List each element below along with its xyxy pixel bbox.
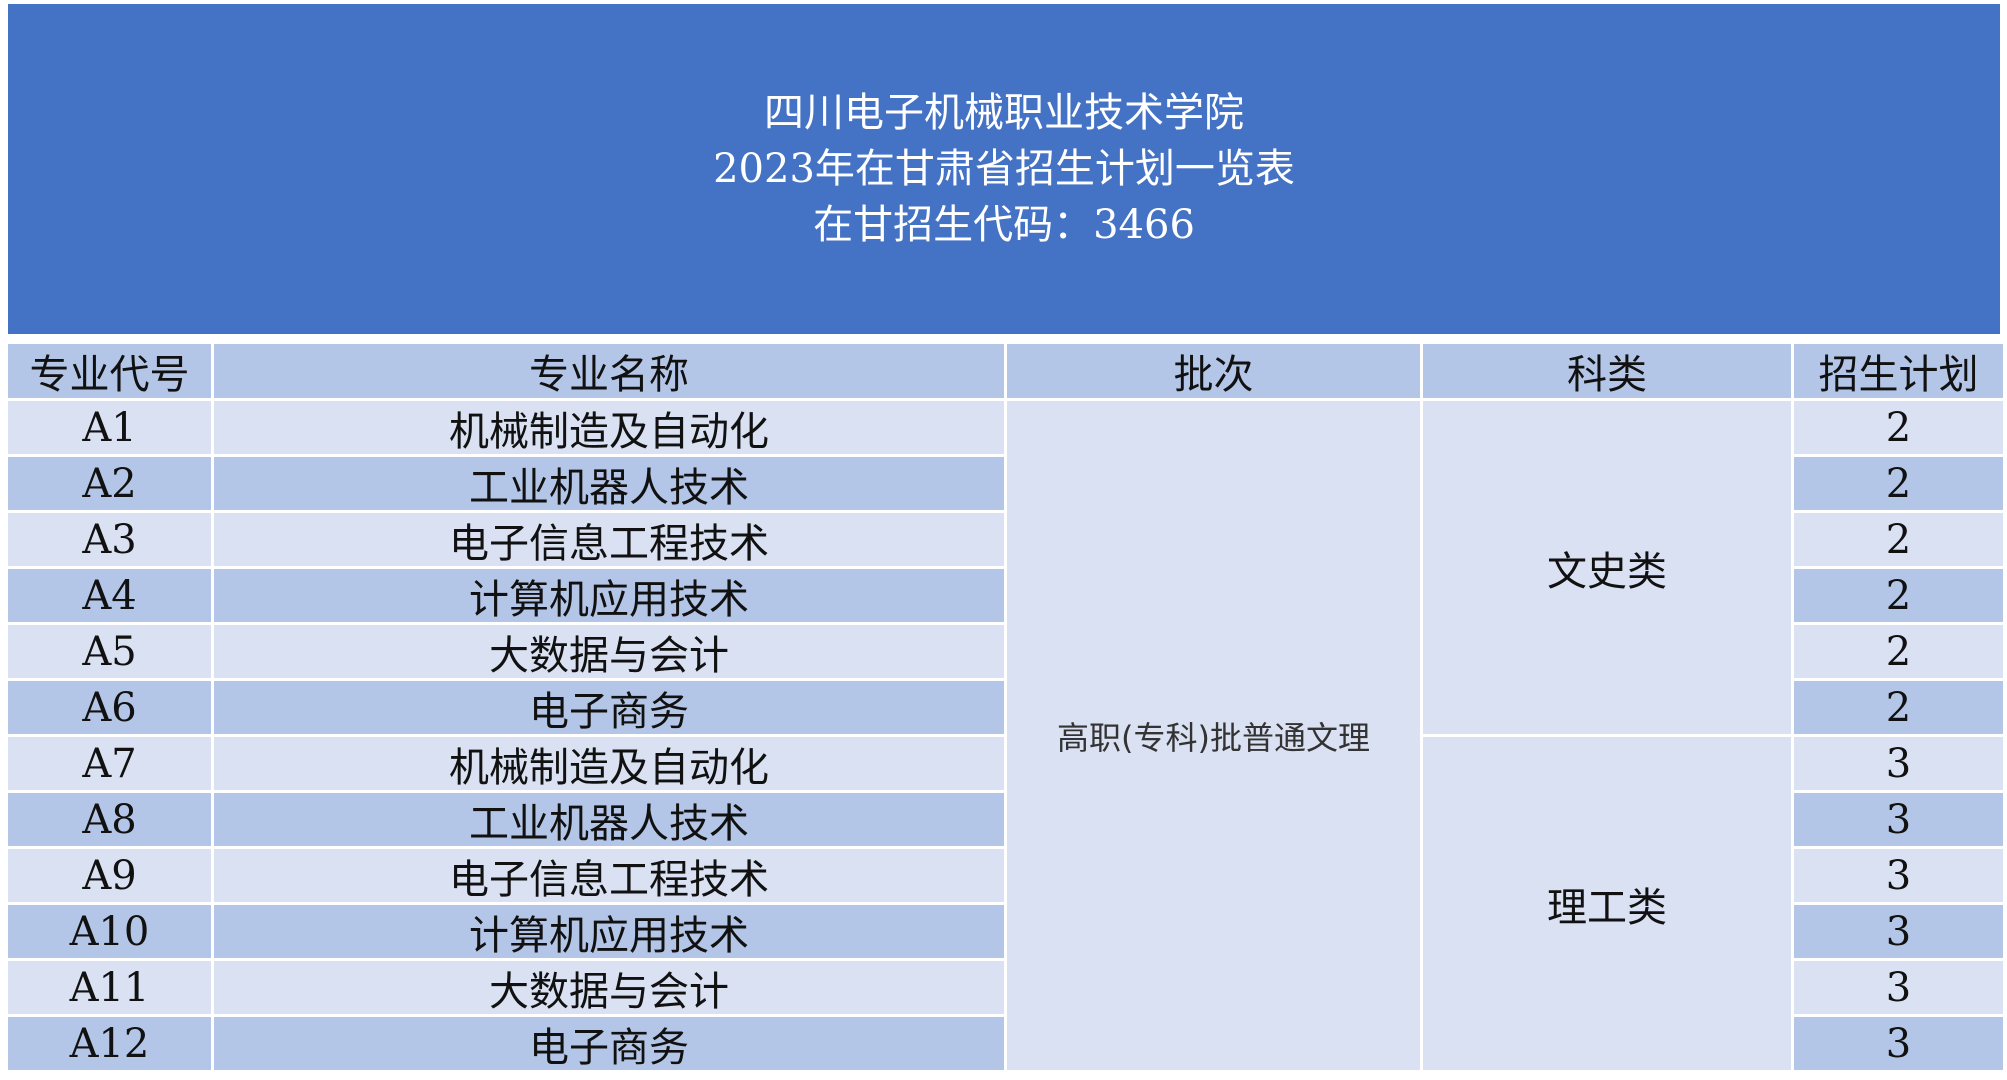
cell-code: A2: [8, 457, 211, 510]
cell-name: 电子商务: [214, 681, 1004, 735]
cell-name: 计算机应用技术: [214, 569, 1004, 623]
enrollment-table: 专业代号 专业名称 批次 科类 招生计划 高职(专科)批普通文理 文史类 理工类…: [8, 344, 2003, 1071]
cell-name: 机械制造及自动化: [214, 401, 1004, 455]
cell-code: A10: [8, 905, 211, 958]
batch-cell: 高职(专科)批普通文理: [1007, 401, 1420, 1070]
cell-name: 电子信息工程技术: [214, 849, 1004, 903]
cell-name: 工业机器人技术: [214, 457, 1004, 511]
cell-plan: 3: [1794, 793, 2003, 846]
title-banner: 四川电子机械职业技术学院 2023年在甘肃省招生计划一览表 在甘招生代码：346…: [8, 4, 2000, 334]
cell-code: A12: [8, 1017, 211, 1070]
cell-code: A9: [8, 849, 211, 902]
cell-plan: 2: [1794, 569, 2003, 622]
cell-plan: 2: [1794, 513, 2003, 566]
cell-code: A4: [8, 569, 211, 622]
category-cell-science: 理工类: [1423, 737, 1791, 1070]
cell-plan: 3: [1794, 961, 2003, 1014]
cell-name: 工业机器人技术: [214, 793, 1004, 847]
cell-name: 机械制造及自动化: [214, 737, 1004, 791]
cell-code: A6: [8, 681, 211, 734]
cell-plan: 2: [1794, 457, 2003, 510]
cell-plan: 2: [1794, 625, 2003, 678]
header-category: 科类: [1423, 344, 1791, 398]
cell-name: 大数据与会计: [214, 961, 1004, 1015]
cell-code: A7: [8, 737, 211, 790]
cell-name: 大数据与会计: [214, 625, 1004, 679]
cell-plan: 3: [1794, 849, 2003, 902]
cell-plan: 3: [1794, 905, 2003, 958]
cell-plan: 3: [1794, 737, 2003, 790]
school-name: 四川电子机械职业技术学院: [764, 90, 1244, 136]
table-title: 2023年在甘肃省招生计划一览表: [713, 146, 1295, 192]
header-code: 专业代号: [8, 344, 211, 398]
cell-plan: 3: [1794, 1017, 2003, 1070]
cell-code: A11: [8, 961, 211, 1014]
cell-code: A3: [8, 513, 211, 566]
enrollment-code: 在甘招生代码：3466: [813, 202, 1195, 248]
header-batch: 批次: [1007, 344, 1420, 398]
cell-code: A8: [8, 793, 211, 846]
cell-plan: 2: [1794, 401, 2003, 454]
cell-name: 电子商务: [214, 1017, 1004, 1071]
header-plan: 招生计划: [1794, 344, 2003, 398]
header-name: 专业名称: [214, 344, 1004, 398]
cell-code: A5: [8, 625, 211, 678]
category-cell-arts: 文史类: [1423, 401, 1791, 734]
cell-code: A1: [8, 401, 211, 454]
cell-name: 计算机应用技术: [214, 905, 1004, 959]
cell-name: 电子信息工程技术: [214, 513, 1004, 567]
cell-plan: 2: [1794, 681, 2003, 734]
